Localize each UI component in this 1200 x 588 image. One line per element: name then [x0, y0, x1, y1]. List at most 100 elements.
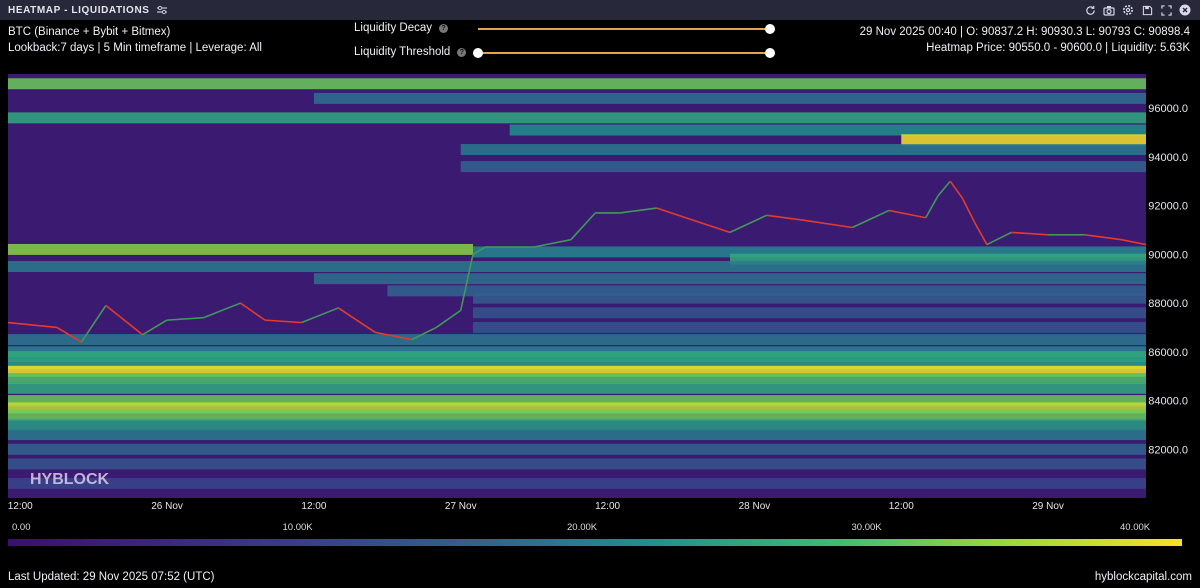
price-segment: [203, 302, 241, 319]
price-segment: [925, 195, 939, 219]
price-segment: [570, 212, 596, 241]
price-segment: [264, 319, 302, 324]
x-tick-label: 12:00: [889, 501, 914, 512]
help-icon[interactable]: ?: [457, 47, 467, 57]
price-segment: [888, 209, 926, 219]
price-segment: [105, 304, 144, 336]
liquidity-band: [729, 253, 1146, 265]
ohlc-info: 29 Nov 2025 00:40 | O: 90837.2 H: 90930.…: [860, 24, 1190, 56]
settings-icon[interactable]: [1121, 3, 1135, 17]
colorbar-tick: 0.00: [12, 522, 31, 533]
heatmap-price-line: Heatmap Price: 90550.0 - 90600.0 | Liqui…: [926, 42, 1190, 54]
instrument-info: BTC (Binance + Bybit + Bitmex) Lookback:…: [8, 24, 262, 56]
y-tick-label: 92000.0: [1148, 201, 1188, 213]
price-segment: [142, 319, 168, 336]
price-segment: [803, 219, 853, 229]
x-tick-label: 29 Nov: [1032, 501, 1064, 512]
camera-icon[interactable]: [1102, 3, 1116, 17]
liquidity-band: [8, 112, 1146, 124]
y-tick-label: 94000.0: [1148, 152, 1188, 164]
liquidity-band: [901, 134, 1146, 146]
liquidity-band: [472, 321, 1146, 333]
colorbar-tick: 30.00K: [851, 522, 882, 533]
liquidity-decay-slider[interactable]: [478, 24, 775, 34]
x-tick-label: 12:00: [595, 501, 620, 512]
liquidity-band: [387, 285, 1146, 297]
last-updated: Last Updated: 29 Nov 2025 07:52 (UTC): [8, 571, 215, 583]
y-tick-label: 84000.0: [1148, 396, 1188, 408]
refresh-icon[interactable]: [1083, 3, 1097, 17]
x-tick-label: 28 Nov: [739, 501, 771, 512]
window-titlebar: HEATMAP - LIQUIDATIONS: [0, 0, 1200, 20]
price-segment: [374, 331, 412, 341]
liquidity-band: [8, 395, 1146, 407]
liquidity-band: [8, 419, 1146, 431]
liquidity-band: [509, 124, 1146, 136]
watermark-logo: HYBLOCK: [30, 471, 110, 488]
x-tick-label: 12:00: [301, 501, 326, 512]
price-segment: [1121, 238, 1147, 246]
liquidity-band: [313, 92, 1147, 104]
y-tick-label: 82000.0: [1148, 444, 1188, 456]
price-segment: [1084, 234, 1122, 241]
liquidity-band: [8, 409, 1146, 421]
liquidity-band: [8, 373, 1146, 385]
expand-icon[interactable]: [1159, 3, 1173, 17]
liquidity-band: [313, 273, 1147, 285]
price-segment: [986, 231, 1012, 246]
price-segment: [534, 238, 572, 248]
exchange-line: BTC (Binance + Bybit + Bitmex): [8, 26, 171, 38]
price-segment: [961, 197, 976, 224]
window-title: HEATMAP - LIQUIDATIONS: [8, 4, 150, 16]
liquidity-band: [472, 246, 1146, 258]
help-icon[interactable]: ?: [438, 23, 448, 33]
liquidity-band: [8, 458, 1146, 470]
close-icon[interactable]: [1178, 3, 1192, 17]
liquidity-band: [472, 307, 1146, 319]
liquidity-decay-label: Liquidity Decay: [354, 22, 432, 34]
liquidity-band: [8, 334, 1146, 346]
liquidity-band: [8, 358, 1146, 370]
liquidity-band: [8, 382, 1146, 394]
x-tick-label: 27 Nov: [445, 501, 477, 512]
liquidity-decay-handle[interactable]: [765, 24, 775, 34]
colorbar-tick: 20.00K: [567, 522, 598, 533]
x-tick-label: 26 Nov: [151, 501, 183, 512]
x-tick-label: 12:00: [8, 501, 33, 512]
liquidity-band: [460, 161, 1146, 173]
price-segment: [472, 246, 486, 256]
save-icon[interactable]: [1140, 3, 1154, 17]
price-segment: [973, 222, 988, 245]
y-tick-label: 90000.0: [1148, 249, 1188, 261]
colorbar-tick-labels: 0.00 10.00K 20.00K 30.00K 40.00K: [0, 522, 1200, 536]
liquidity-band: [8, 477, 1146, 489]
site-credit: hyblockcapital.com: [1094, 571, 1192, 583]
price-segment: [937, 180, 951, 197]
colorbar-tick: 40.00K: [1120, 522, 1151, 533]
liquidation-heatmap-chart[interactable]: 82000.0 84000.0 86000.0 88000.0 90000.0 92000…: [0, 62, 1200, 516]
price-segment: [167, 316, 204, 321]
price-segment: [301, 307, 339, 324]
price-segment: [240, 302, 266, 321]
price-segment: [411, 326, 437, 341]
liquidity-band: [8, 443, 1146, 455]
liquidity-threshold-slider[interactable]: [473, 48, 775, 58]
price-segment: [56, 326, 82, 343]
price-segment: [80, 305, 107, 343]
y-tick-label: 88000.0: [1148, 298, 1188, 310]
price-segment: [1011, 231, 1049, 236]
ohlc-line: 29 Nov 2025 00:40 | O: 90837.2 H: 90930.…: [859, 26, 1190, 38]
liquidity-band: [8, 243, 473, 255]
colorbar-legend: [8, 539, 1182, 546]
liquidity-band: [8, 365, 1146, 377]
settings-line: Lookback:7 days | 5 Min timeframe | Leve…: [8, 42, 262, 54]
y-tick-label: 86000.0: [1148, 347, 1188, 359]
filter-settings-icon[interactable]: [156, 5, 168, 15]
threshold-max-handle[interactable]: [765, 48, 775, 58]
y-tick-label: 96000.0: [1148, 103, 1188, 115]
threshold-min-handle[interactable]: [473, 48, 483, 58]
liquidity-band: [8, 351, 1146, 363]
price-segment: [766, 214, 804, 221]
liquidity-band: [472, 292, 1146, 304]
price-segment: [729, 214, 768, 234]
